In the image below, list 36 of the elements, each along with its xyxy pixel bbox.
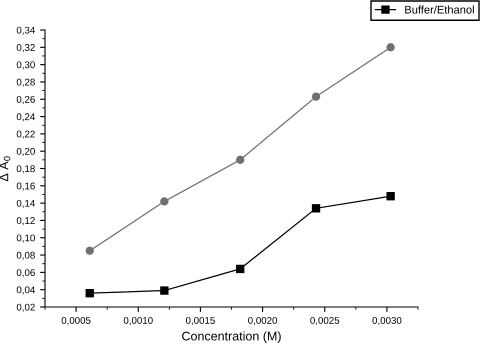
- y-tick-label: 0,02: [16, 304, 35, 312]
- point: [236, 264, 244, 274]
- point: [312, 92, 320, 101]
- point: [386, 43, 395, 52]
- point: [236, 156, 244, 164]
- point: [160, 197, 169, 206]
- point: [86, 288, 94, 298]
- y-tick-label: 0,28: [16, 78, 35, 87]
- y-tick-label: 0,30: [16, 61, 35, 70]
- y-tick-label: 0,10: [16, 234, 35, 243]
- point: [160, 286, 169, 295]
- legend-label: Buffer/Ethanol: [405, 5, 474, 14]
- x-axis-title: Concentration (M): [182, 331, 281, 343]
- y-tick-label: 0,24: [16, 113, 35, 122]
- y-tick-label: 0,18: [16, 165, 35, 174]
- x-tick-label: 0,0005: [62, 316, 91, 326]
- y-tick-label: 0,34: [16, 26, 35, 35]
- y-tick-label: 0,20: [16, 148, 35, 156]
- y-tick-label: 0,32: [16, 44, 35, 52]
- x-tick-label: 0,0020: [248, 316, 278, 326]
- y-tick-label: 0,12: [16, 217, 35, 226]
- y-tick-label: 0,04: [16, 286, 35, 294]
- x-tick-label: 0,0025: [310, 316, 340, 326]
- x-tick-label: 0,0030: [372, 316, 402, 326]
- point: [312, 204, 320, 212]
- y-tick-label: 0,22: [16, 130, 35, 139]
- x-tick-label: 0,0015: [186, 316, 215, 326]
- y-tick-label: 0,08: [16, 252, 35, 260]
- point: [86, 246, 94, 255]
- y-tick-label: 0,16: [16, 182, 35, 191]
- y-tick-label: 0,26: [16, 96, 35, 104]
- y-tick-label: 0,06: [16, 269, 35, 278]
- y-axis-title: Δ A$_{0}$: [0, 156, 10, 182]
- x-tick-label: 0,0010: [124, 316, 153, 326]
- point: [386, 192, 395, 200]
- y-tick-label: 0,14: [16, 200, 35, 208]
